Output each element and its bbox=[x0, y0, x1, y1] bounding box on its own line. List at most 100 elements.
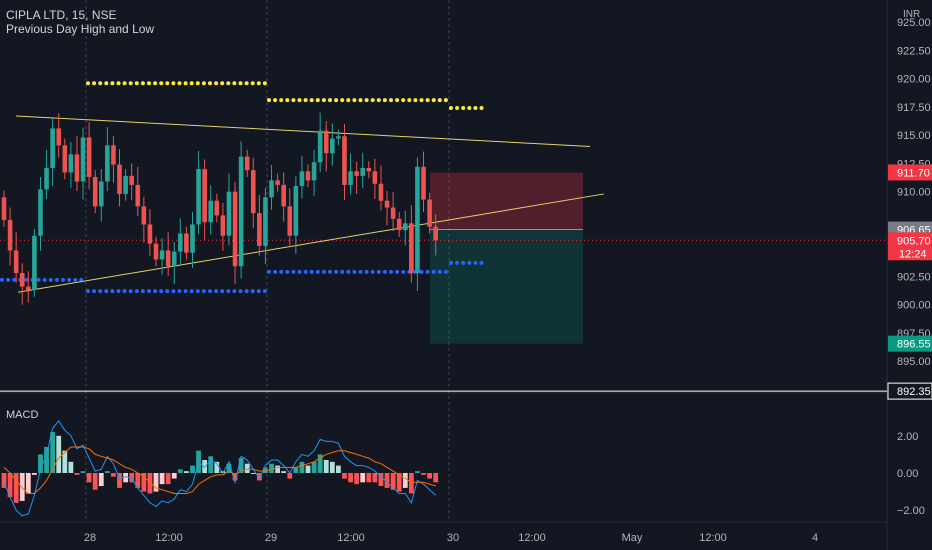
candle-body bbox=[402, 223, 408, 231]
macd-hist-bar bbox=[123, 473, 128, 483]
level-dot bbox=[208, 289, 212, 294]
level-dot bbox=[389, 98, 393, 103]
level-dot bbox=[364, 269, 369, 274]
candle bbox=[293, 176, 299, 254]
macd-tick-label: −2.00 bbox=[897, 505, 925, 517]
level-dot bbox=[315, 98, 320, 103]
macd-hist-bar bbox=[263, 467, 268, 473]
level-dot bbox=[370, 269, 375, 274]
macd-hist-bar bbox=[348, 473, 353, 483]
macd-hist-bar bbox=[402, 473, 408, 488]
candle-body bbox=[275, 180, 280, 185]
level-dot bbox=[98, 81, 103, 86]
candle-body bbox=[147, 224, 153, 244]
indicator-title[interactable]: Previous Day High and Low bbox=[6, 22, 155, 36]
price-tick-label: 895.00 bbox=[897, 356, 931, 368]
candle-body bbox=[50, 128, 55, 168]
level-dot bbox=[303, 98, 308, 103]
macd-hist-bar bbox=[250, 473, 256, 474]
macd-hist-bar bbox=[50, 432, 56, 473]
candle bbox=[196, 150, 201, 235]
candle bbox=[396, 212, 402, 237]
candle-body bbox=[165, 250, 171, 267]
macd-hist-bar bbox=[56, 435, 62, 473]
level-dot bbox=[61, 277, 65, 282]
candle bbox=[129, 163, 134, 201]
candles bbox=[1, 112, 438, 305]
macd-hist-bar bbox=[281, 471, 287, 473]
candle bbox=[92, 170, 98, 214]
level-dot bbox=[297, 98, 302, 103]
candle bbox=[348, 153, 353, 195]
candle-body bbox=[86, 137, 92, 177]
level-dot bbox=[443, 98, 448, 103]
macd-hist-bar bbox=[135, 473, 141, 488]
candle bbox=[281, 172, 286, 222]
candle-body bbox=[92, 176, 98, 207]
level-dot bbox=[79, 277, 84, 282]
level-dot bbox=[431, 269, 436, 274]
level-dot bbox=[334, 98, 339, 103]
level-dot bbox=[171, 289, 176, 294]
candle-body bbox=[281, 184, 286, 207]
macd-hist-bar bbox=[354, 473, 360, 485]
candle bbox=[32, 228, 37, 297]
symbol-title[interactable]: CIPLA LTD, 15, NSE bbox=[6, 8, 117, 22]
currency-label: INR bbox=[903, 9, 920, 20]
level-dot bbox=[24, 277, 29, 282]
macd-hist-bar bbox=[1, 473, 7, 488]
level-dot bbox=[226, 81, 231, 86]
candle bbox=[275, 173, 280, 192]
candle-body bbox=[68, 154, 74, 173]
candle-body bbox=[7, 219, 13, 251]
candle bbox=[384, 191, 390, 226]
price-tick-label: 900.00 bbox=[897, 300, 931, 312]
candle-body bbox=[62, 145, 68, 173]
candle-body bbox=[196, 169, 201, 225]
level-dot bbox=[147, 289, 151, 294]
candle-body bbox=[323, 130, 329, 154]
level-dot bbox=[376, 269, 381, 274]
level-dot bbox=[443, 269, 448, 274]
macd-hist-bar bbox=[415, 471, 420, 473]
candle bbox=[98, 169, 104, 222]
level-dot bbox=[376, 98, 381, 103]
level-dot bbox=[395, 98, 400, 103]
level-dot bbox=[220, 81, 225, 86]
candle bbox=[74, 136, 80, 192]
level-dot bbox=[128, 289, 133, 294]
candle-body bbox=[74, 154, 80, 182]
macd-pane-label[interactable]: MACD bbox=[6, 409, 39, 421]
candle-body bbox=[159, 250, 165, 260]
macd-hist-bar bbox=[408, 473, 414, 494]
candle-body bbox=[1, 197, 7, 220]
candle-body bbox=[384, 200, 390, 208]
candle-body bbox=[32, 235, 37, 290]
level-dot bbox=[54, 277, 59, 282]
level-dot bbox=[473, 260, 478, 265]
macd-hist-bar bbox=[74, 473, 80, 475]
level-dot bbox=[214, 289, 219, 294]
level-dot bbox=[122, 289, 127, 294]
level-dot bbox=[86, 81, 90, 86]
level-dot bbox=[250, 81, 255, 86]
level-dot bbox=[244, 289, 249, 294]
candle bbox=[165, 232, 171, 276]
price-tick-label: 910.00 bbox=[897, 187, 931, 199]
macd-hist-bar bbox=[153, 473, 159, 492]
candle-body bbox=[56, 128, 62, 146]
candle bbox=[311, 149, 317, 196]
candle bbox=[56, 113, 62, 158]
level-dot bbox=[285, 98, 290, 103]
macd-hist-bar bbox=[275, 465, 280, 473]
candle bbox=[299, 156, 305, 199]
macd-hist-bar bbox=[378, 473, 384, 487]
price-badge-label: 911.70 bbox=[897, 167, 930, 179]
level-dot bbox=[382, 269, 387, 274]
candle bbox=[171, 241, 177, 285]
candle-body bbox=[202, 169, 207, 223]
level-dot bbox=[267, 98, 271, 103]
candle-body bbox=[141, 206, 147, 225]
level-dot bbox=[340, 98, 345, 103]
